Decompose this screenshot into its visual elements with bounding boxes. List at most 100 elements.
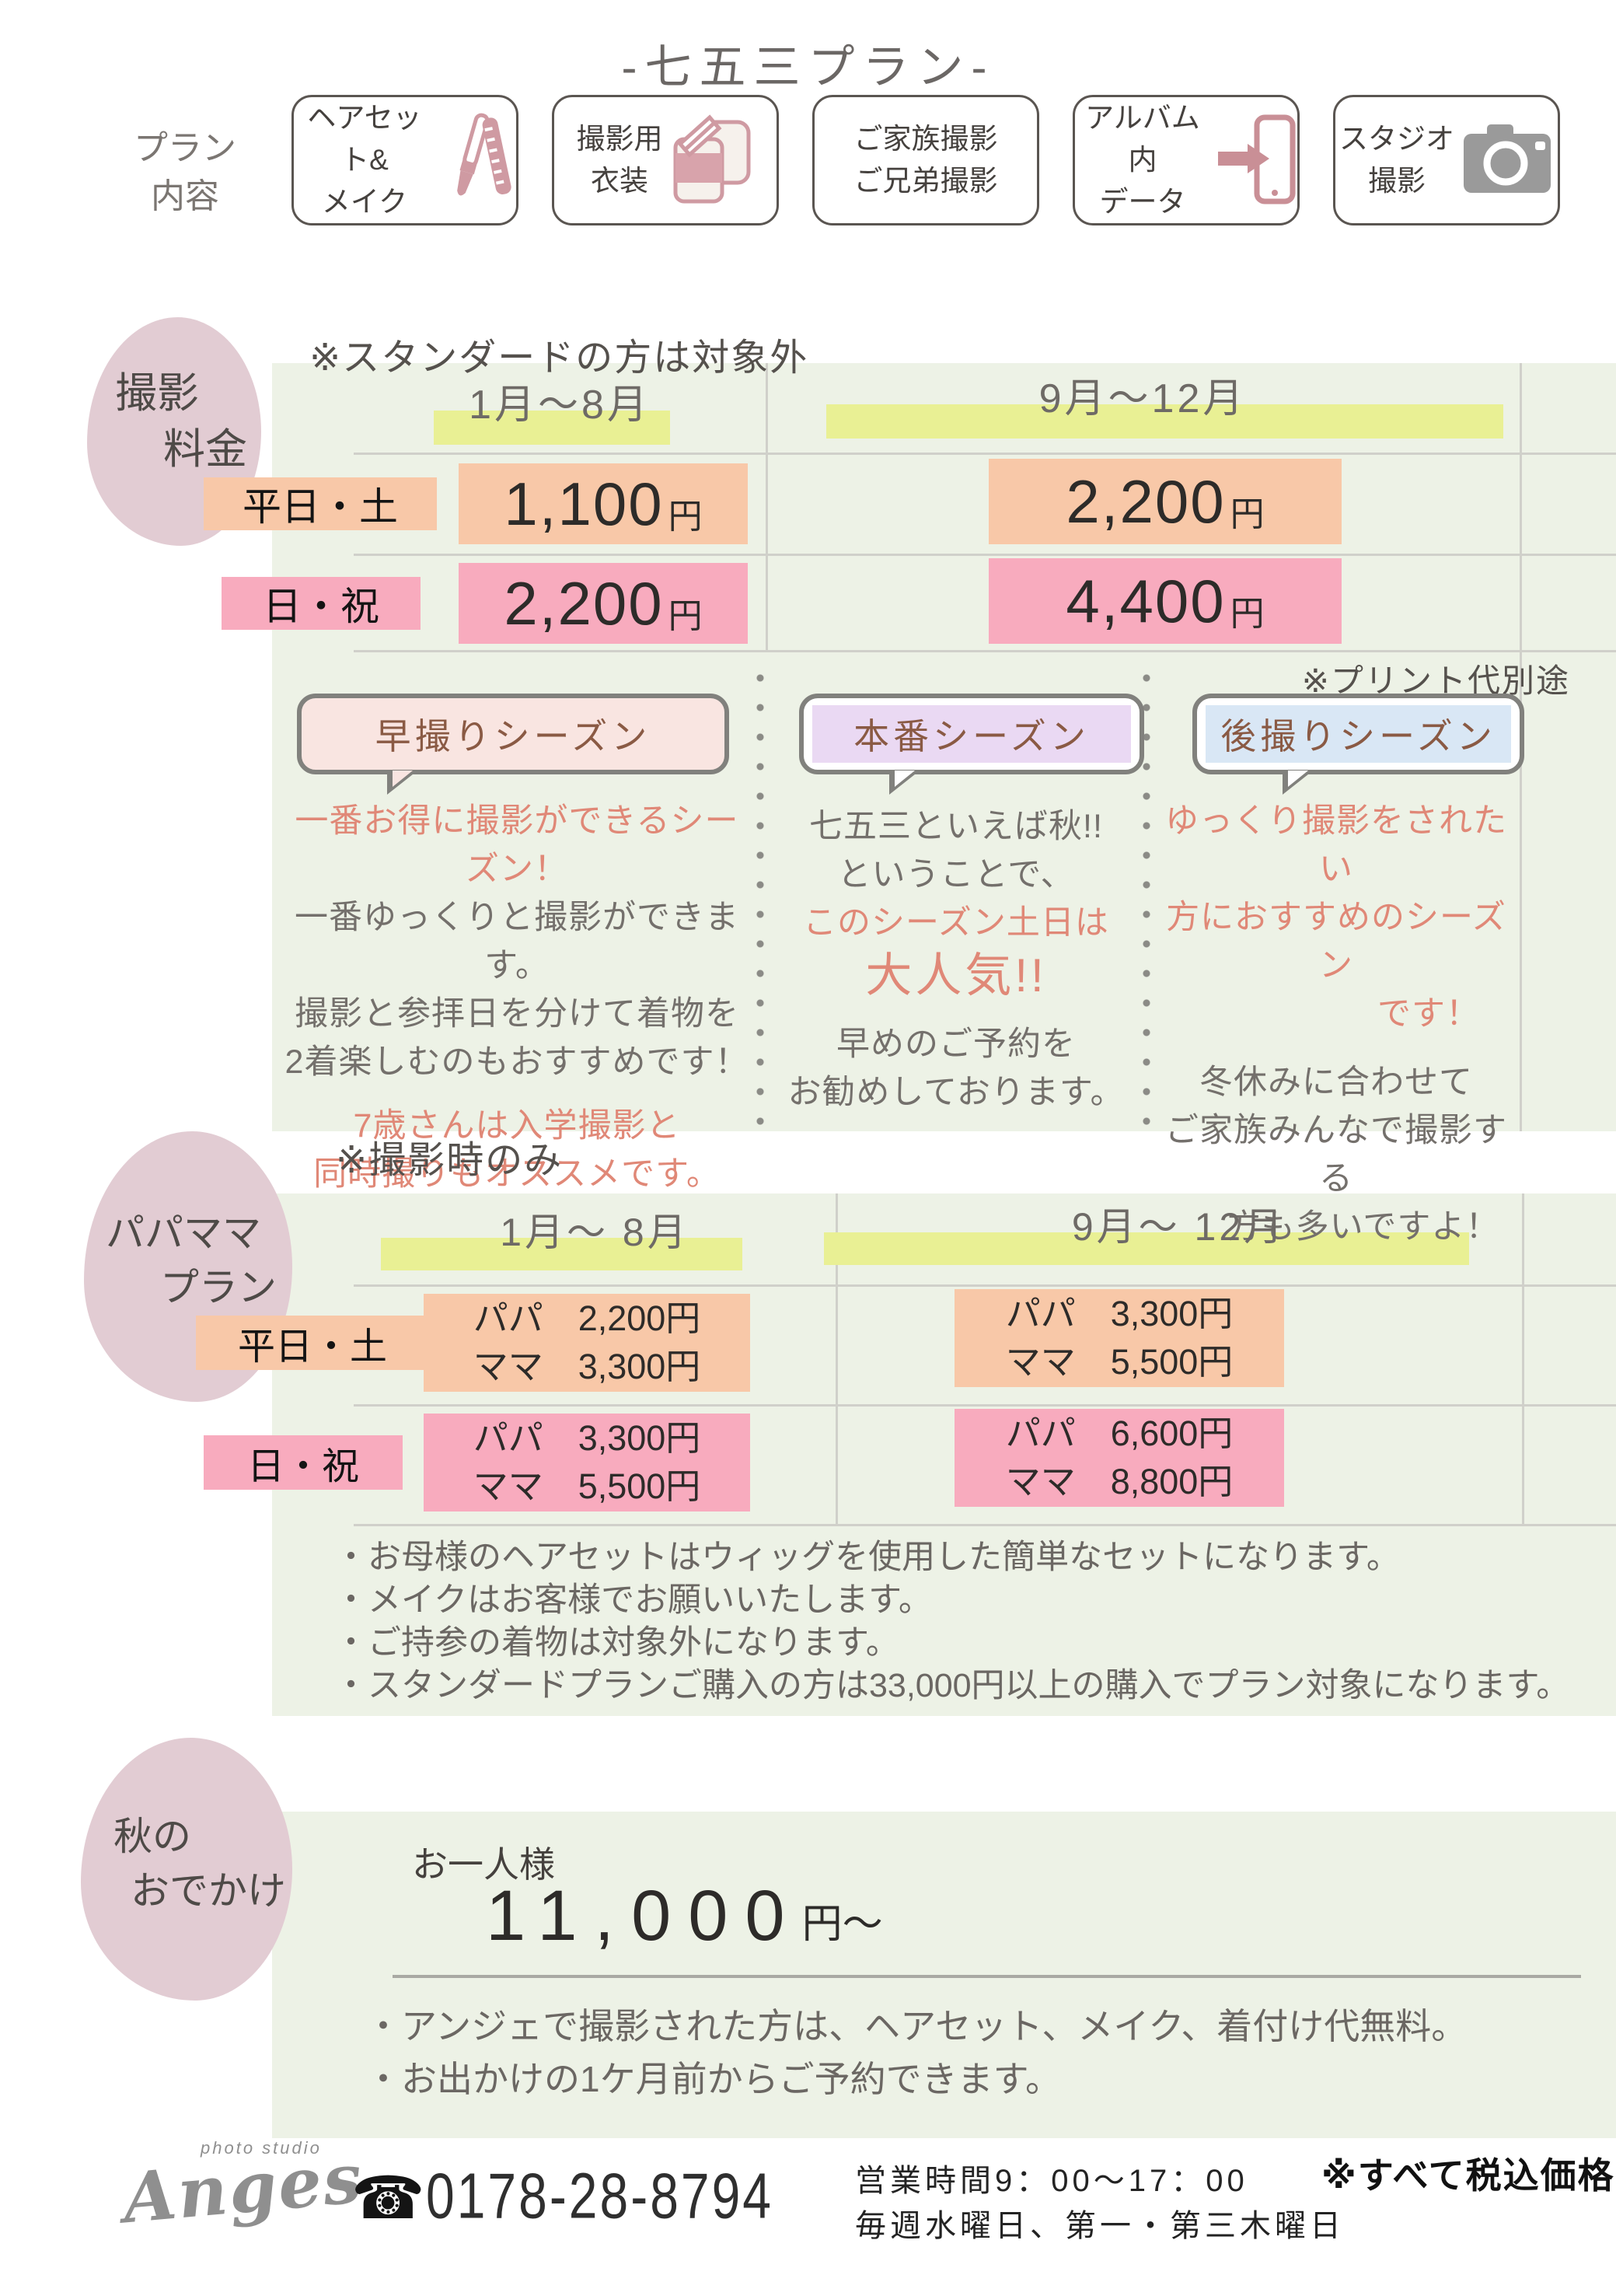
plan-box-studio: スタジオ 撮影 (1333, 95, 1560, 225)
season-text-line: ということで、 (837, 856, 1075, 893)
main-season-bubble: 本番シーズン (799, 694, 1144, 795)
month-highlight (826, 404, 1503, 439)
plan-box-text: 撮影用 衣装 (577, 118, 663, 202)
plan-box-text-line2: データ (1099, 186, 1186, 218)
plan-box-text: アルバム内 データ (1075, 97, 1210, 223)
yen-suffix: 円 (1230, 595, 1265, 633)
note-line: ・ご持参の着物は対象外になります。 (334, 1624, 899, 1662)
pm-price-weekday-early: パパ 2,200円 ママ 3,300円 (424, 1294, 750, 1392)
telephone-icon: ☎ (351, 2165, 425, 2231)
phone-data-icon (1216, 113, 1297, 208)
pm-table-line (354, 1284, 1616, 1287)
note-line: ・スタンダードプランご購入の方は33,000円以上の購入でプラン対象になります。 (334, 1667, 1570, 1704)
per-person-label: お一人様 (412, 1844, 555, 1885)
month-highlight (824, 1232, 1469, 1265)
price-value: 4,400 (1066, 566, 1226, 635)
early-season-bubble: 早撮りシーズン (297, 694, 729, 795)
papa-price: パパ 6,600円 (1005, 1414, 1234, 1453)
mama-price: ママ 5,500円 (473, 1466, 701, 1506)
yen-suffix: 円 (1230, 495, 1265, 533)
season-text-line: 方におすすめのシーズン (1166, 899, 1506, 984)
business-hours: 営業時間9：00〜17：00 (855, 2164, 1248, 2198)
after-season-bubble: 後撮りシーズン (1192, 694, 1524, 795)
pm-row2-label: 日・祝 (204, 1435, 403, 1490)
season-text-line: 撮影と参拝日を分けて着物を (295, 995, 739, 1033)
season-text-line: 方も多いですよ！ (1227, 1208, 1500, 1246)
pm-price-holiday-late: パパ 6,600円 ママ 8,800円 (955, 1409, 1284, 1507)
pm-price-holiday-early: パパ 3,300円 ママ 5,500円 (424, 1414, 750, 1511)
bubble-tail (889, 771, 919, 795)
papamama-notes: ・お母様のヘアセットはウィッグを使用した簡単なセットになります。 ・メイクはお客… (334, 1536, 1569, 1707)
fee-table-line (354, 554, 1616, 556)
plan-label-line2: 内容 (151, 177, 219, 215)
hair-makeup-icon (442, 113, 516, 208)
season-text-line: です！ (1377, 995, 1480, 1033)
studio-logo: Anges (120, 2137, 367, 2239)
plan-box-text-line1: アルバム内 (1085, 102, 1200, 176)
autumn-divider (393, 1975, 1581, 1978)
plan-box-text-line2: 撮影 (1368, 165, 1426, 197)
autumn-price: 11,000 円〜 (486, 1875, 883, 1957)
note-line: ・お出かけの1ケ月前からご予約できます。 (365, 2059, 1061, 2099)
fee-row2-label: 日・祝 (222, 577, 421, 630)
season-text-line: ご家族みんなで撮影する (1165, 1112, 1507, 1197)
fee-price-weekday-late: 2,200 円 (989, 459, 1342, 544)
season-title: 後撮りシーズン (1206, 705, 1511, 763)
note-line: ・メイクはお客様でお願いいたします。 (334, 1581, 932, 1619)
season-text-line: 一番ゆっくりと撮影ができます。 (295, 899, 739, 984)
pm-table-line (836, 1193, 838, 1526)
plan-box-album-data: アルバム内 データ (1073, 95, 1300, 225)
plan-box-family: ご家族撮影 ご兄弟撮影 (812, 95, 1039, 225)
papa-price: パパ 3,300円 (473, 1418, 701, 1458)
camera-icon (1461, 121, 1554, 199)
studio-type-label: photo studio (201, 2138, 322, 2158)
plan-contents-label: プラン 内容 (115, 124, 255, 221)
fee-month-col2: 9月〜12月 (1038, 376, 1247, 421)
price-value: 1,100 (504, 469, 664, 538)
bubble-tail (387, 771, 417, 795)
season-dotted-divider (756, 673, 764, 1126)
badge-line1: 秋の (113, 1815, 191, 1858)
pm-table-line (354, 1524, 1616, 1526)
plan-box-text-line2: ご兄弟撮影 (853, 165, 998, 197)
season-title: 早撮りシーズン (375, 716, 651, 757)
badge-line2: プラン (160, 1266, 277, 1309)
early-season-text: 一番お得に撮影ができるシーズン！ 一番ゆっくりと撮影ができます。 撮影と参拝日を… (280, 797, 754, 1198)
phone-number: 0178-28-8794 (426, 2159, 774, 2231)
month-highlight (381, 1238, 742, 1270)
season-text-line: このシーズン土日は (803, 904, 1109, 942)
closed-days: 毎週水曜日、第一・第三木曜日 (855, 2209, 1345, 2243)
pm-table-line (1522, 1193, 1524, 1526)
fee-price-holiday-late: 4,400 円 (989, 558, 1342, 644)
page-title: -七五三プラン- (621, 41, 995, 93)
autumn-notes: ・アンジェで撮影された方は、ヘアセット、メイク、着付け代無料。 ・お出かけの1ケ… (365, 2000, 1467, 2106)
season-text-line: 冬休みに合わせて (1199, 1064, 1473, 1101)
note-line: ・アンジェで撮影された方は、ヘアセット、メイク、着付け代無料。 (365, 2006, 1468, 2046)
autumn-outing-badge: 秋の おでかけ (81, 1738, 292, 2001)
season-text-line: 同時撮りもオススメです。 (313, 1155, 721, 1193)
standard-excluded-note: ※スタンダードの方は対象外 (309, 337, 809, 379)
fee-price-weekday-early: 1,100 円 (459, 463, 748, 544)
fee-table-line (354, 650, 1616, 652)
yen-from-suffix: 円〜 (801, 1902, 883, 1947)
yen-suffix: 円 (668, 498, 703, 536)
badge-line2: おでかけ (131, 1869, 286, 1913)
price-value: 2,200 (504, 568, 664, 638)
papamama-plan-badge: パパママ プラン (84, 1131, 292, 1402)
bubble-tail (1283, 771, 1312, 795)
fee-month-col1: 1月〜8月 (469, 383, 651, 428)
fee-row1-label: 平日・土 (204, 477, 437, 530)
mama-price: ママ 3,300円 (473, 1347, 701, 1386)
mama-price: ママ 5,500円 (1005, 1342, 1234, 1382)
plan-box-hair-makeup: ヘアセット& メイク (291, 95, 518, 225)
season-text-line: 早めのご予約を (836, 1026, 1076, 1063)
plan-box-text-line1: 撮影用 (576, 123, 663, 155)
plan-box-text: ヘアセット& メイク (294, 97, 435, 223)
season-text-line: 2着楽しむのもおすすめです！ (284, 1043, 749, 1081)
plan-box-costume: 撮影用 衣装 (552, 95, 779, 225)
yen-suffix: 円 (668, 597, 703, 635)
price-value: 11,000 (486, 1876, 802, 1955)
papa-price: パパ 2,200円 (473, 1298, 701, 1338)
main-season-text: 七五三といえば秋!! ということで、 このシーズン土日は 大人気!! 早めのご予… (770, 802, 1143, 1117)
season-text-line: お勧めしております。 (787, 1074, 1125, 1111)
